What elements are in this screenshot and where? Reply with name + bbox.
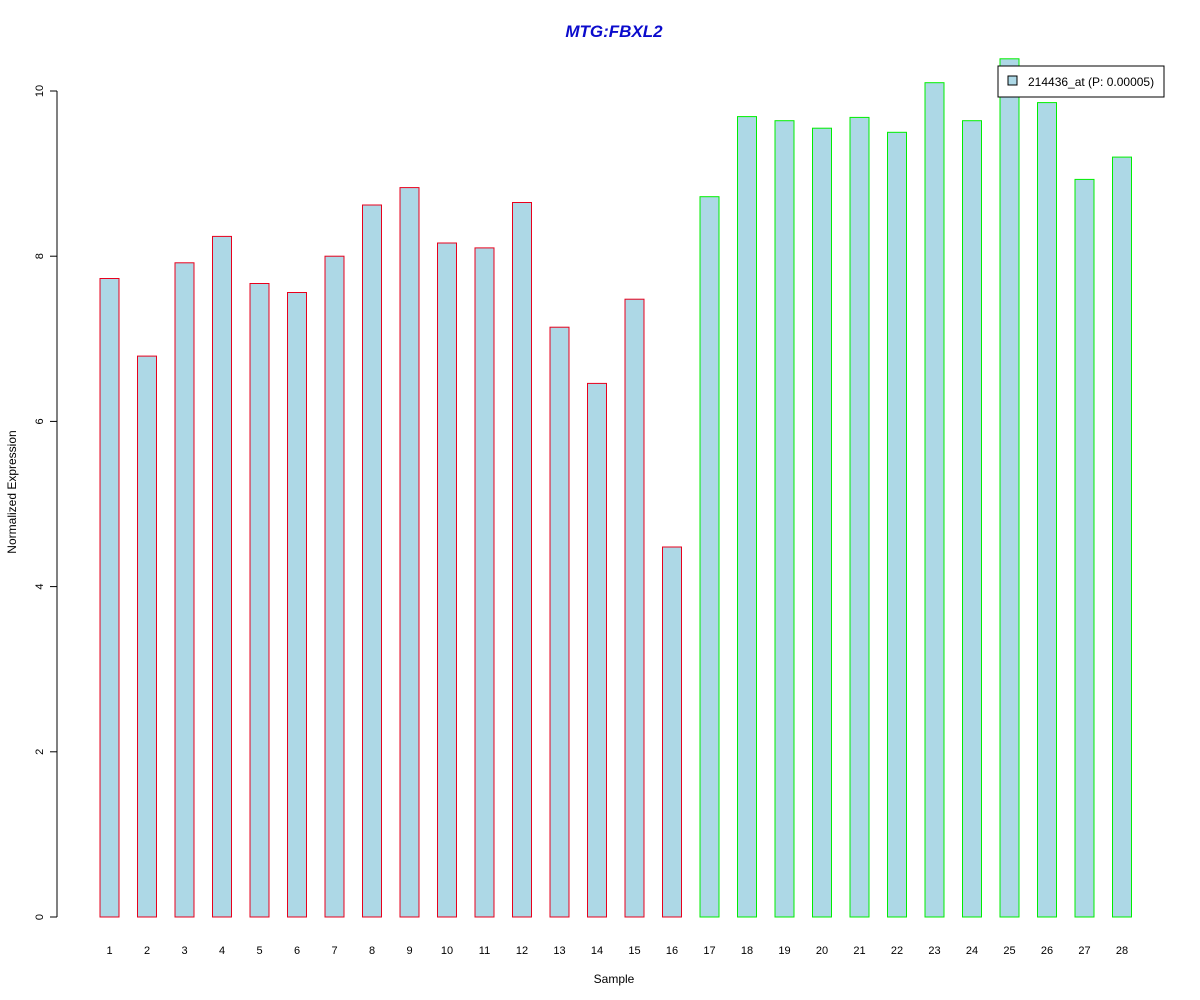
x-tick-label-5: 5 [256,945,262,957]
bar-sample-23 [924,82,945,918]
chart-title: MTG:FBXL2 [565,22,663,41]
bar-sample-27 [1074,178,1095,918]
bar-sample-20 [812,127,832,918]
bar-sample-21 [849,116,870,918]
bar-sample-3 [174,262,195,918]
x-tick-label-25: 25 [1003,945,1015,957]
bar-sample-18 [737,116,757,918]
bars-layer [99,58,1132,918]
x-tick-label-4: 4 [219,945,225,957]
y-axis: 0 2 4 6 8 10 [34,85,58,920]
y-tick-label: 6 [34,418,46,424]
legend-box [997,65,1165,98]
x-tick-label-15: 15 [628,945,640,957]
bar-sample-17 [699,196,720,918]
bar-sample-15 [624,298,645,918]
x-tick-label-9: 9 [406,945,412,957]
bar-sample-24 [962,120,982,918]
y-tick-label: 8 [34,253,46,259]
x-tick-label-20: 20 [816,945,828,957]
x-tick-label-10: 10 [441,945,453,957]
x-tick-label-16: 16 [666,945,678,957]
bar-sample-16 [662,546,682,918]
bar-sample-13 [549,326,570,918]
y-axis-label: Normalized Expression [5,430,19,553]
bar-sample-26 [1037,102,1057,918]
x-tick-label-3: 3 [181,945,187,957]
bar-sample-12 [512,202,532,918]
bar-sample-2 [137,355,157,918]
x-tick-label-27: 27 [1078,945,1090,957]
x-tick-label-28: 28 [1116,945,1128,957]
bar-sample-10 [437,242,457,918]
x-tick-label-18: 18 [741,945,753,957]
x-tick-labels: 1 2 3 4 5 6 7 8 9 10 11 12 13 14 15 16 17 18 19 20 21 22 23 24 2… [106,945,1128,957]
x-tick-label-2: 2 [144,945,150,957]
x-tick-label-13: 13 [553,945,565,957]
bar-sample-5 [249,283,270,918]
bar-sample-14 [587,382,607,918]
bar-sample-19 [774,120,795,918]
x-tick-label-12: 12 [516,945,528,957]
bar-sample-22 [887,131,907,918]
bar-sample-25 [999,58,1020,918]
x-tick-label-8: 8 [369,945,375,957]
bar-sample-9 [399,187,420,918]
bar-sample-28 [1112,156,1132,918]
x-tick-label-1: 1 [106,945,112,957]
x-tick-label-6: 6 [294,945,300,957]
legend-swatch [1007,75,1018,86]
x-axis-label: Sample [594,972,635,986]
bar-sample-6 [287,292,307,918]
x-tick-label-21: 21 [853,945,865,957]
x-tick-label-11: 11 [479,945,490,957]
bar-sample-11 [474,247,495,918]
legend: 214436_at (P: 0.00005) [997,65,1165,98]
legend-entry: 214436_at (P: 0.00005) [1028,75,1154,89]
bar-sample-8 [362,204,382,918]
x-tick-label-19: 19 [778,945,790,957]
y-tick-label: 4 [34,584,46,590]
x-tick-label-23: 23 [928,945,940,957]
bar-sample-4 [212,235,232,918]
bar-sample-7 [324,255,345,918]
x-tick-label-14: 14 [591,945,603,957]
bar-sample-1 [99,278,120,918]
x-tick-label-24: 24 [966,945,978,957]
x-tick-label-17: 17 [703,945,715,957]
y-tick-label: 0 [34,914,46,920]
x-tick-label-7: 7 [331,945,337,957]
y-tick-label: 10 [34,85,46,97]
x-tick-label-26: 26 [1041,945,1053,957]
x-tick-label-22: 22 [891,945,903,957]
y-tick-label: 2 [34,749,46,755]
